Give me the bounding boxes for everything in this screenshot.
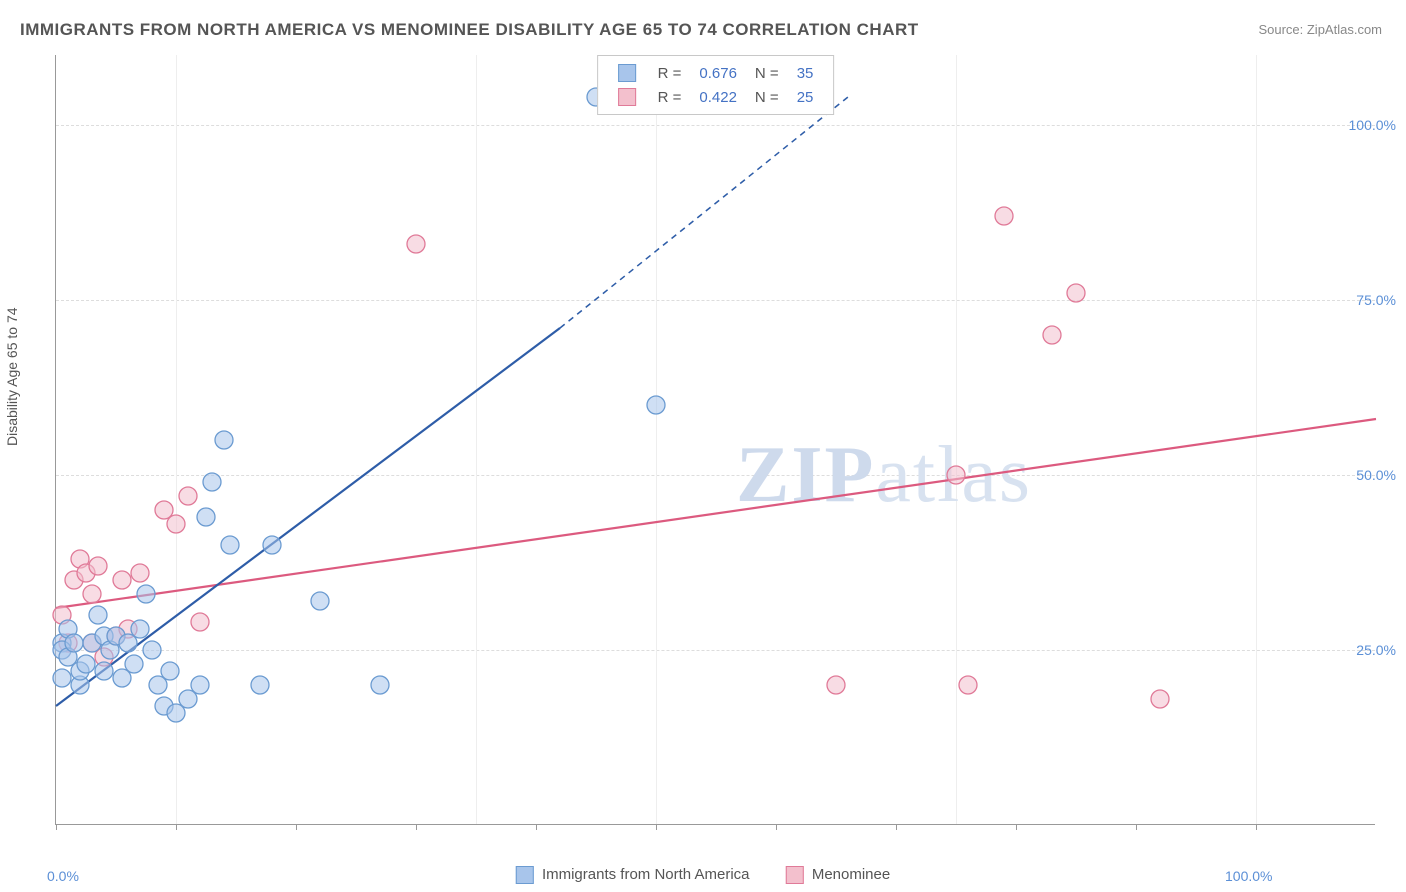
series-legend: Immigrants from North America Menominee xyxy=(500,866,906,884)
n-label-blue: N = xyxy=(755,65,779,82)
x-tick-label: 100.0% xyxy=(1225,868,1272,884)
legend-swatch-blue-bottom xyxy=(516,866,534,884)
chart-plot-area: ZIPatlas R = 0.676 N = 35 R = 0.422 N = … xyxy=(55,55,1375,825)
r-value-pink: 0.422 xyxy=(699,89,737,106)
correlation-legend: R = 0.676 N = 35 R = 0.422 N = 25 xyxy=(597,55,835,115)
source-attribution: Source: ZipAtlas.com xyxy=(1258,22,1382,37)
r-label-pink: R = xyxy=(658,89,682,106)
n-value-blue: 35 xyxy=(797,65,814,82)
r-value-blue: 0.676 xyxy=(699,65,737,82)
r-label-blue: R = xyxy=(658,65,682,82)
x-tick-label: 0.0% xyxy=(47,868,79,884)
legend-label-pink: Menominee xyxy=(812,866,890,883)
scatter-svg xyxy=(56,55,1376,825)
n-label-pink: N = xyxy=(755,89,779,106)
legend-swatch-pink xyxy=(618,88,636,106)
legend-item-pink: Menominee xyxy=(786,866,891,884)
legend-swatch-blue xyxy=(618,64,636,82)
legend-row-pink: R = 0.422 N = 25 xyxy=(610,86,822,108)
legend-row-blue: R = 0.676 N = 35 xyxy=(610,62,822,84)
legend-swatch-pink-bottom xyxy=(786,866,804,884)
legend-label-blue: Immigrants from North America xyxy=(542,866,750,883)
chart-title: IMMIGRANTS FROM NORTH AMERICA VS MENOMIN… xyxy=(20,20,919,40)
y-axis-label: Disability Age 65 to 74 xyxy=(4,307,20,446)
n-value-pink: 25 xyxy=(797,89,814,106)
legend-item-blue: Immigrants from North America xyxy=(516,866,750,884)
